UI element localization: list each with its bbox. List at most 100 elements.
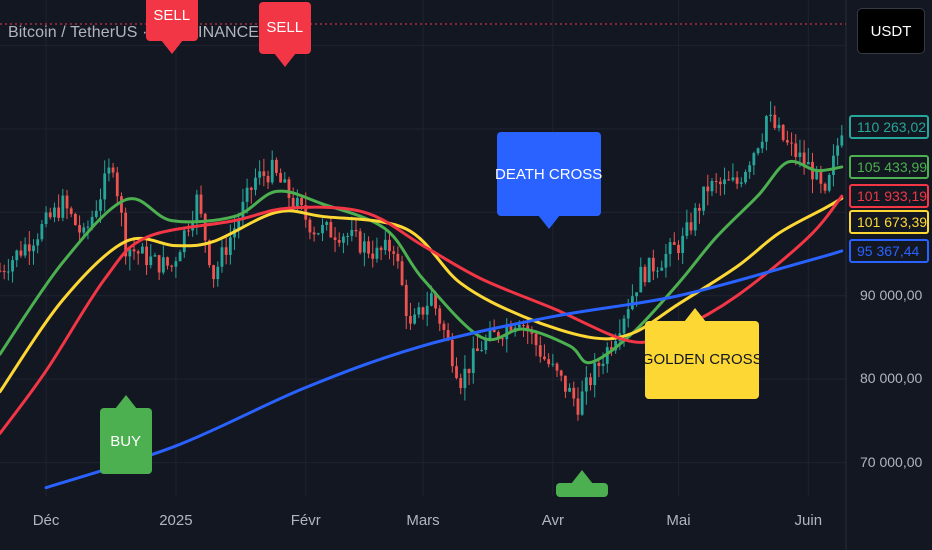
candle-157	[656, 267, 659, 279]
candle-145	[605, 342, 609, 373]
candle-85	[354, 218, 358, 238]
candle-160	[668, 237, 672, 267]
candle-201	[840, 125, 844, 148]
price-tag-2: 101 933,19	[849, 184, 929, 209]
candle-55	[228, 224, 232, 265]
candle-67	[279, 168, 283, 183]
candle-156	[651, 249, 655, 281]
candle-190	[794, 134, 798, 166]
candle-28	[115, 166, 119, 206]
candle-29	[120, 192, 123, 227]
candle-52	[216, 261, 220, 287]
annotation-pointer	[114, 395, 137, 410]
candle-1	[2, 264, 6, 280]
candle-83	[346, 232, 350, 246]
candle-165	[689, 212, 693, 235]
candle-110	[459, 373, 463, 395]
candle-129	[538, 336, 542, 363]
candle-0	[0, 262, 2, 273]
candle-62	[258, 160, 262, 185]
x-tick-2: Févr	[290, 512, 321, 529]
price-tag-4: 95 367,44	[849, 238, 929, 263]
candle-197	[823, 182, 827, 194]
annotation-pointer	[571, 470, 594, 485]
candle-163	[681, 227, 685, 264]
candle-137	[572, 381, 576, 407]
candle-23	[94, 200, 98, 219]
candle-68	[283, 172, 287, 183]
candle-194	[811, 152, 814, 194]
candle-106	[442, 320, 446, 339]
candle-130	[543, 344, 546, 361]
candle-140	[584, 366, 588, 405]
candle-38	[157, 254, 161, 281]
candle-187	[781, 123, 785, 142]
candle-192	[802, 140, 806, 175]
price-tag-0: 110 263,02	[849, 114, 929, 139]
candle-66	[275, 157, 278, 176]
candle-146	[610, 340, 613, 356]
candle-161	[672, 232, 676, 246]
candle-128	[534, 330, 538, 357]
candle-88	[367, 236, 370, 259]
candle-141	[589, 373, 592, 391]
annotation-pointer	[273, 52, 296, 67]
candle-46	[191, 210, 195, 237]
moving-averages	[0, 159, 844, 490]
candle-42	[174, 257, 178, 278]
candle-41	[170, 264, 174, 272]
candle-79	[329, 216, 333, 238]
x-tick-6: Juin	[794, 512, 823, 529]
y-tick-1: 80 000,00	[860, 370, 923, 387]
currency-button[interactable]: USDT	[857, 8, 925, 54]
candle-80	[333, 227, 337, 253]
candle-26	[107, 158, 111, 182]
candle-186	[777, 117, 781, 132]
candles	[0, 101, 844, 421]
candle-166	[693, 203, 697, 236]
candle-172	[718, 177, 722, 196]
candle-115	[480, 341, 484, 352]
candle-45	[187, 223, 190, 237]
x-tick-4: Avr	[541, 512, 564, 529]
candle-7	[27, 231, 31, 266]
candle-171	[714, 173, 718, 194]
candle-4	[15, 249, 19, 268]
candle-60	[249, 186, 253, 204]
candle-154	[643, 264, 647, 287]
candle-181	[756, 147, 760, 156]
candle-153	[639, 257, 643, 293]
candle-109	[455, 357, 458, 380]
candle-164	[685, 209, 689, 240]
candle-99	[413, 308, 417, 325]
candle-82	[342, 233, 345, 254]
candle-91	[379, 245, 383, 261]
candle-39	[161, 245, 165, 275]
candle-86	[358, 228, 362, 255]
candle-75	[312, 226, 316, 242]
annotation-buy-5	[556, 483, 609, 498]
candle-111	[463, 355, 467, 401]
candle-200	[836, 137, 840, 166]
y-tick-2: 70 000,00	[860, 453, 923, 470]
candle-151	[631, 284, 634, 311]
annotation-pointer	[684, 307, 707, 322]
candle-162	[677, 240, 680, 261]
candle-10	[40, 220, 44, 242]
candle-8	[32, 239, 35, 265]
candle-48	[199, 185, 203, 218]
candle-173	[723, 167, 726, 195]
candle-15	[61, 188, 65, 222]
candle-21	[86, 220, 90, 240]
candle-81	[337, 232, 341, 247]
candle-57	[237, 212, 241, 239]
candle-132	[551, 353, 555, 367]
candle-112	[467, 368, 471, 385]
candle-32	[132, 236, 136, 260]
candle-44	[182, 229, 186, 258]
candle-51	[212, 264, 215, 288]
candle-17	[69, 206, 73, 218]
candle-14	[57, 194, 61, 222]
candle-176	[735, 171, 739, 190]
